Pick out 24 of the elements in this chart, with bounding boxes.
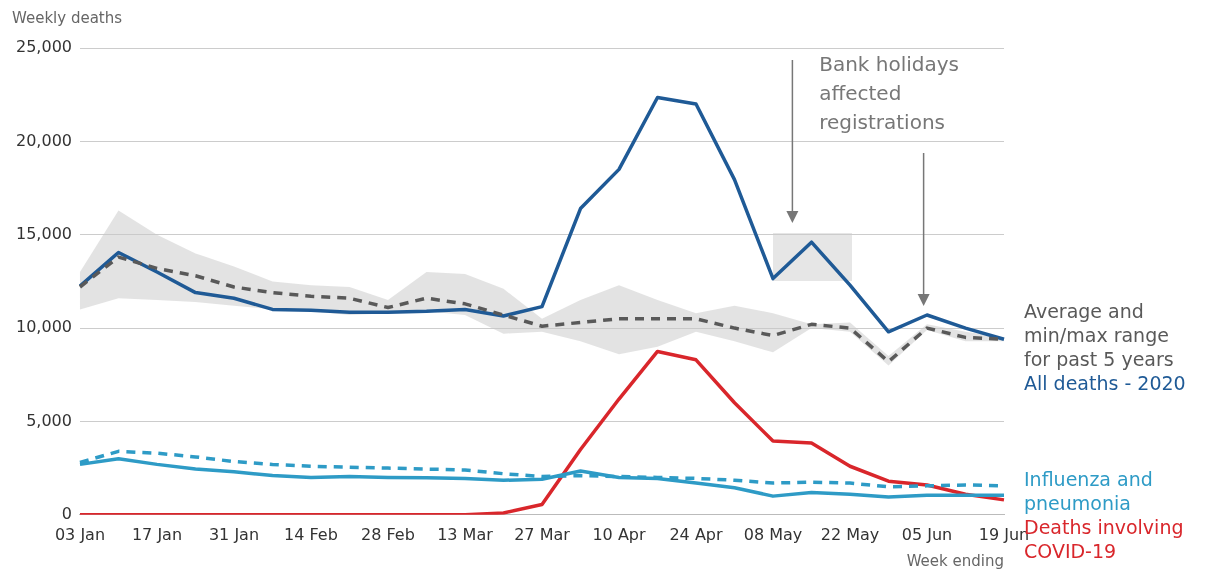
x-tick-label: 10 Apr <box>592 524 646 544</box>
y-tick-label: 5,000 <box>26 410 72 430</box>
x-tick-label: 14 Feb <box>284 524 338 544</box>
y-tick-label: 25,000 <box>16 37 72 57</box>
x-tick-label: 03 Jan <box>54 524 106 544</box>
x-tick-label: 24 Apr <box>669 524 723 544</box>
x-tick-label: 31 Jan <box>208 524 260 544</box>
x-tick-label: 13 Mar <box>437 524 494 544</box>
x-tick-label: 22 May <box>820 524 880 544</box>
x-tick-label: 05 Jun <box>901 524 953 544</box>
series-label: Influenza and pneumonia <box>1024 467 1153 514</box>
x-tick-label: 28 Feb <box>361 524 415 544</box>
x-tick-label: 27 Mar <box>514 524 571 544</box>
y-tick-label: 10,000 <box>16 317 72 337</box>
y-tick-label: 0 <box>61 503 72 523</box>
annotation: Bank holidays affected registrations <box>819 52 960 135</box>
y-tick-label: 20,000 <box>16 130 72 150</box>
y-tick-label: 15,000 <box>16 223 72 243</box>
series-label: Average and min/max range for past 5 years <box>1024 299 1174 370</box>
x-tick-label: 17 Jan <box>131 524 183 544</box>
text: All deaths - 2020 <box>1024 371 1186 394</box>
y-axis-title: Weekly deaths <box>12 9 123 28</box>
x-tick-label: 08 May <box>743 524 803 544</box>
x-axis-title: Week ending <box>906 552 1004 571</box>
